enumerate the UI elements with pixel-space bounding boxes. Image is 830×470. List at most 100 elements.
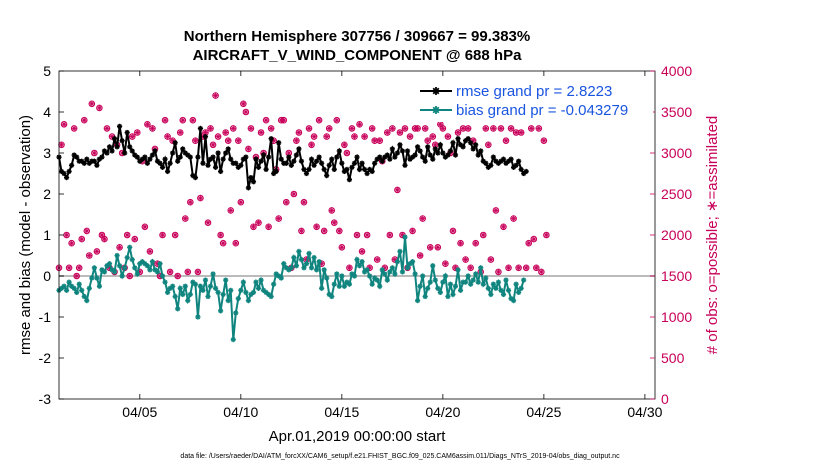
rmse-point [435, 150, 441, 156]
obs-possible-marker [479, 231, 487, 239]
obs-assimilated-marker [465, 125, 471, 131]
obs-assimilated-marker [268, 125, 274, 131]
obs-possible-marker [487, 256, 495, 263]
rmse-point [197, 125, 204, 131]
rmse-point [99, 154, 105, 160]
obs-assimilated-marker [490, 125, 496, 131]
obs-assimilated-marker [442, 261, 448, 267]
bias-point [177, 285, 183, 291]
obs-assimilated-marker [205, 220, 211, 226]
obs-assimilated-marker [364, 232, 370, 238]
obs-possible-marker [224, 137, 232, 144]
obs-possible-marker [535, 125, 543, 132]
bias-point [319, 285, 325, 291]
obs-possible-marker [171, 231, 179, 239]
bias-point [71, 285, 77, 291]
rmse-point [253, 156, 259, 162]
bias-point [212, 285, 219, 291]
obs-possible-marker [209, 141, 217, 149]
obs-possible-marker [159, 231, 166, 239]
obs-possible-marker [525, 239, 533, 247]
obs-assimilated-marker [455, 129, 461, 136]
obs-possible-marker [176, 129, 184, 136]
rmse-point [157, 160, 163, 166]
bias-point [117, 263, 123, 269]
y-left-tick-label: 5 [43, 63, 51, 79]
obs-assimilated-marker [210, 142, 216, 148]
obs-possible-marker [149, 125, 156, 132]
rmse-point [185, 152, 191, 158]
rmse-point [450, 140, 456, 146]
obs-assimilated-marker [488, 257, 494, 263]
obs-possible-marker [538, 268, 545, 276]
obs-possible-marker [527, 125, 535, 132]
rmse-point [361, 166, 368, 172]
obs-assimilated-marker [457, 240, 464, 246]
obs-possible-marker [217, 231, 224, 239]
obs-assimilated-marker [402, 125, 408, 131]
rmse-point [455, 136, 461, 142]
rmse-point [260, 152, 267, 158]
obs-assimilated-marker [127, 273, 133, 279]
bias-point [228, 287, 234, 293]
obs-assimilated-marker [218, 232, 224, 238]
bias-point [91, 265, 97, 271]
obs-assimilated-marker [66, 265, 72, 271]
obs-possible-marker [495, 268, 502, 276]
obs-possible-marker [333, 116, 341, 124]
obs-assimilated-marker [420, 216, 426, 222]
obs-possible-marker [492, 207, 500, 214]
obs-assimilated-marker [281, 117, 287, 123]
rmse-point [144, 160, 150, 166]
rmse-point [432, 146, 438, 152]
rmse-point [147, 156, 153, 162]
bias-point [351, 273, 358, 279]
rmse-point [518, 166, 524, 172]
obs-assimilated-marker [430, 134, 436, 140]
obs-possible-marker [290, 190, 298, 198]
bias-point [503, 277, 509, 283]
obs-possible-marker [164, 133, 171, 140]
obs-assimilated-marker [329, 207, 335, 213]
x-axis-label: Apr.01,2019 00:00:00 start [269, 428, 447, 445]
obs-assimilated-marker [422, 125, 428, 131]
obs-assimilated-marker [526, 240, 532, 246]
bias-point [427, 279, 433, 285]
obs-possible-marker [265, 223, 272, 231]
y-left-tick-label: -1 [39, 309, 52, 325]
bias-point [288, 265, 294, 271]
obs-assimilated-marker [276, 216, 282, 222]
bias-point [452, 283, 459, 289]
obs-possible-marker [101, 235, 108, 243]
bias-point [359, 259, 365, 265]
obs-possible-marker [530, 235, 538, 243]
obs-possible-marker [389, 125, 396, 132]
bias-point [334, 271, 340, 277]
rmse-point [129, 148, 135, 154]
obs-possible-marker [378, 157, 386, 165]
rmse-point [248, 175, 254, 181]
rmse-point [187, 154, 193, 160]
obs-assimilated-marker [341, 142, 347, 148]
obs-assimilated-marker [313, 224, 320, 230]
obs-assimilated-marker [89, 101, 95, 107]
obs-assimilated-marker [248, 125, 254, 131]
rmse-point [324, 172, 330, 179]
obs-possible-marker [338, 244, 346, 251]
obs-possible-marker [275, 215, 283, 222]
rmse-point [440, 150, 446, 156]
obs-assimilated-marker [389, 125, 395, 131]
obs-assimilated-marker [175, 273, 181, 279]
obs-assimilated-marker [500, 224, 507, 230]
rmse-point [291, 158, 297, 164]
rmse-point [250, 179, 257, 185]
rmse-point [364, 170, 370, 177]
bias-point [127, 244, 133, 250]
obs-possible-marker [421, 125, 429, 132]
bias-point [253, 279, 259, 285]
bias-point [516, 289, 522, 295]
rmse-point [69, 162, 75, 168]
bias-point [447, 281, 454, 287]
rmse-point [127, 144, 133, 150]
obs-assimilated-marker [94, 248, 100, 254]
